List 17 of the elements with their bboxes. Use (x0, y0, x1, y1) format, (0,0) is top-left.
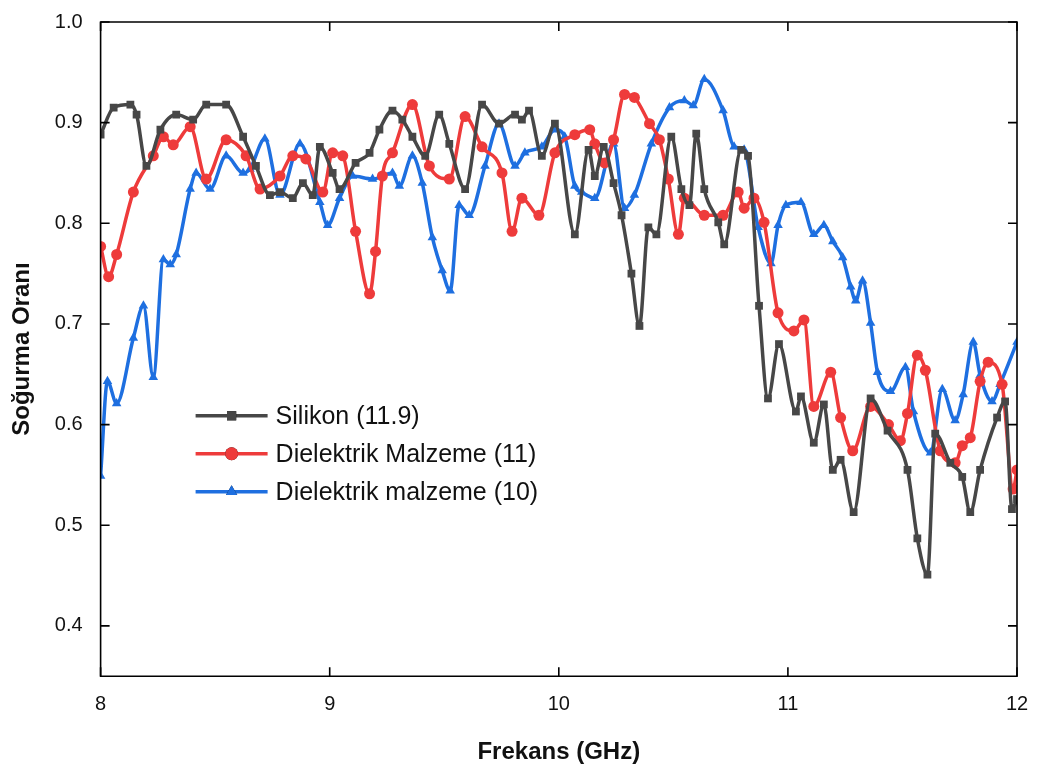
x-tick-label: 11 (777, 691, 799, 714)
y-axis-title: Soğurma Oranı (7, 262, 35, 436)
x-tick-label: 10 (547, 691, 570, 714)
x-tick-label: 12 (1005, 691, 1029, 714)
x-axis-title: Frekans (GHz) (477, 737, 641, 765)
x-tick-label: 8 (95, 691, 107, 714)
y-tick-label: 0.7 (54, 311, 83, 334)
y-tick-label: 0.6 (54, 412, 83, 435)
y-tick-label: 0.5 (54, 512, 83, 535)
y-tick-label: 0.8 (54, 210, 83, 233)
x-tick-label: 9 (324, 691, 336, 714)
legend-label: Dielektrik Malzeme (11) (275, 438, 537, 467)
y-tick-label: 1.0 (54, 9, 83, 32)
y-tick-label: 0.4 (54, 613, 83, 636)
y-tick-label: 0.9 (54, 110, 83, 133)
legend-label: Silikon (11.9) (275, 400, 420, 429)
legend-label: Dielektrik malzeme (10) (275, 476, 539, 505)
